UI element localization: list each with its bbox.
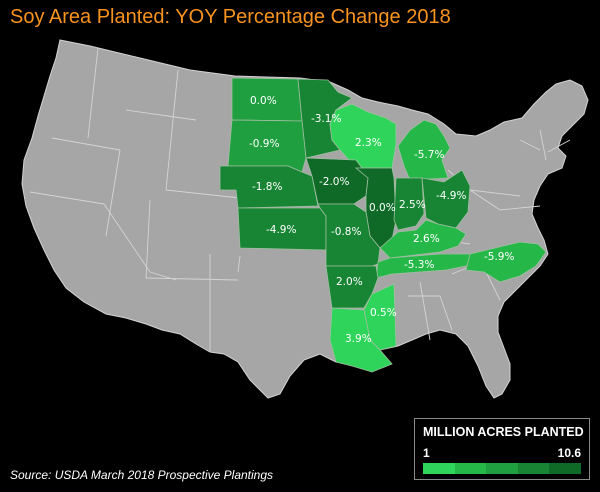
state-label-minnesota: -3.1% [311,113,341,125]
state-north-carolina [465,241,547,283]
state-label-kansas: -4.9% [266,224,296,236]
legend-title: MILLION ACRES PLANTED [423,425,584,439]
legend-swatch-3 [486,463,518,474]
state-label-louisiana: 3.9% [345,333,372,345]
state-wisconsin [329,103,397,169]
source-note: Source: USDA March 2018 Prospective Plan… [10,468,274,482]
map-title: Soy Area Planted: YOY Percentage Change … [10,6,451,28]
state-label-north-carolina: -5.9% [484,251,514,263]
us-map-svg: 0.0% -3.1% -0.9% 2.3% -5.7% -1.8% -2.0% … [21,39,589,399]
state-label-tennessee: -5.3% [404,259,434,271]
state-kentucky [379,219,467,259]
state-label-michigan: -5.7% [414,149,444,161]
state-tennessee [375,253,479,279]
legend-swatch-1 [423,463,455,474]
state-ohio [421,169,471,229]
state-nebraska [219,165,319,209]
state-label-north-dakota: 0.0% [250,95,277,107]
us-map: 0.0% -3.1% -0.9% 2.3% -5.7% -1.8% -2.0% … [0,36,600,456]
state-louisiana [329,307,393,373]
state-label-illinois: 0.0% [369,202,396,214]
state-label-wisconsin: 2.3% [355,137,382,149]
legend-swatch-2 [454,463,487,474]
state-label-arkansas: 2.0% [336,276,363,288]
state-label-kentucky: 2.6% [413,233,440,245]
state-borders [29,47,571,352]
legend-min-label: 1 [423,446,430,460]
state-label-mississippi: 0.5% [370,307,397,319]
state-michigan [397,119,451,181]
state-label-iowa: -2.0% [319,176,349,188]
legend: MILLION ACRES PLANTED 1 10.6 [414,418,590,480]
legend-max-label: 10.6 [557,446,581,460]
state-label-south-dakota: -0.9% [249,138,279,150]
legend-swatch-4 [517,463,550,474]
legend-swatch-5 [549,463,581,474]
state-label-nebraska: -1.8% [252,181,282,193]
legend-color-scale [423,463,581,474]
state-label-ohio: -4.9% [436,190,466,202]
state-label-indiana: 2.5% [399,199,426,211]
state-label-missouri: -0.8% [331,226,361,238]
